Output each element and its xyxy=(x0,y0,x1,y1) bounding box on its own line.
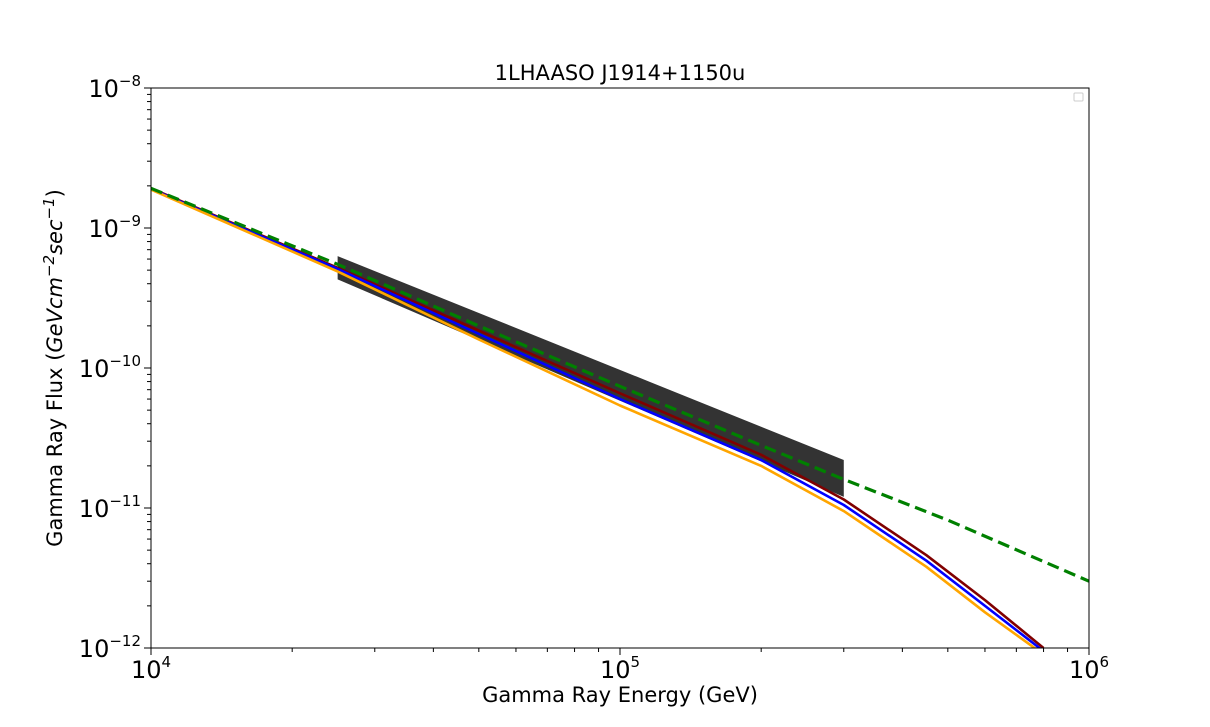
y-tick-label: 10−10 xyxy=(79,352,141,383)
series-line-1 xyxy=(151,187,1045,648)
x-tick-label: 105 xyxy=(600,653,640,684)
series-line-3 xyxy=(151,188,1037,648)
uncertainty-band xyxy=(337,256,844,497)
plot-frame xyxy=(150,87,1090,649)
y-tick-label: 10−11 xyxy=(79,492,141,523)
y-axis-label-mid: sec xyxy=(43,219,67,255)
y-tick-label: 10−8 xyxy=(88,72,141,103)
x-axis-label: Gamma Ray Energy (GeV) xyxy=(482,683,758,707)
chart-title: 1LHAASO J1914+1150u xyxy=(495,61,746,85)
legend-box xyxy=(1073,92,1084,102)
y-axis-label-suffix: ) xyxy=(43,189,67,197)
series-line-0 xyxy=(151,186,1089,583)
x-tick-label: 106 xyxy=(1069,653,1109,684)
y-tick-label: 10−12 xyxy=(79,632,141,663)
y-axis-label-exp2: −1 xyxy=(40,197,58,219)
y-axis-label-exp1: −2 xyxy=(40,255,58,277)
x-tick-label: 104 xyxy=(131,653,171,684)
y-axis-label-prefix: Gamma Ray Flux ( xyxy=(43,353,67,547)
y-axis-label-units: GeVcm xyxy=(43,277,67,353)
y-axis-label: Gamma Ray Flux (GeVcm−2sec−1) xyxy=(40,189,67,547)
y-tick-label: 10−9 xyxy=(88,212,141,243)
series-line-2 xyxy=(151,187,1042,648)
